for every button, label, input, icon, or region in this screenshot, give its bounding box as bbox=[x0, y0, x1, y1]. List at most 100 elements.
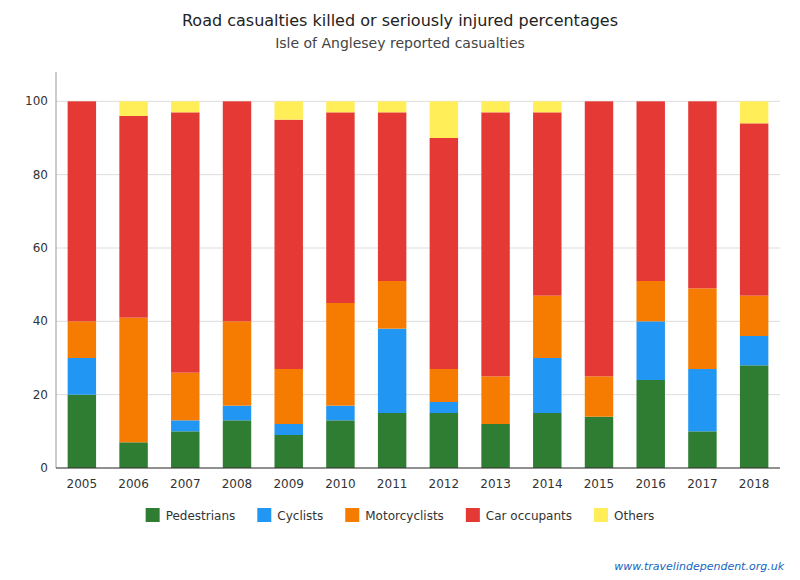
bar-segment bbox=[171, 101, 199, 112]
bar-segment bbox=[326, 101, 354, 112]
bar-segment bbox=[171, 431, 199, 468]
bar-segment bbox=[688, 369, 716, 431]
bar-segment bbox=[119, 442, 147, 468]
x-axis-line bbox=[56, 468, 780, 469]
y-tick-label: 80 bbox=[33, 168, 48, 182]
bar-segment bbox=[378, 281, 406, 329]
bar-segment bbox=[688, 101, 716, 288]
legend-label: Pedestrians bbox=[166, 509, 236, 523]
bar-segment bbox=[585, 101, 613, 102]
bar-segment bbox=[171, 420, 199, 431]
legend-swatch bbox=[466, 508, 480, 522]
legend-swatch bbox=[345, 508, 359, 522]
bar-segment bbox=[533, 101, 561, 112]
legend-label: Others bbox=[614, 509, 654, 523]
x-tick-label: 2015 bbox=[584, 477, 615, 491]
bar-segment bbox=[119, 318, 147, 443]
legend-item: Motorcyclists bbox=[345, 508, 444, 523]
bar-segment bbox=[119, 101, 147, 116]
legend-item: Pedestrians bbox=[146, 508, 236, 523]
bar-segment bbox=[636, 321, 664, 380]
x-tick-label: 2009 bbox=[273, 477, 304, 491]
legend-item: Cyclists bbox=[257, 508, 323, 523]
bar-segment bbox=[430, 138, 458, 369]
bar-segment bbox=[326, 420, 354, 468]
x-tick-label: 2018 bbox=[739, 477, 770, 491]
bar-segment bbox=[326, 406, 354, 421]
bar-segment bbox=[430, 101, 458, 138]
bar-segment bbox=[533, 358, 561, 413]
subtitle: Isle of Anglesey reported casualties bbox=[275, 35, 525, 51]
bar-segment bbox=[585, 376, 613, 416]
bar-segment bbox=[171, 373, 199, 421]
legend-item: Others bbox=[594, 508, 654, 523]
bar-segment bbox=[533, 112, 561, 295]
chart: Road casualties killed or seriously inju… bbox=[0, 0, 800, 580]
x-tick-label: 2005 bbox=[67, 477, 98, 491]
bar-segment bbox=[378, 112, 406, 281]
legend-label: Cyclists bbox=[277, 509, 323, 523]
x-tick-label: 2013 bbox=[480, 477, 511, 491]
bars bbox=[68, 101, 769, 468]
series bbox=[119, 101, 768, 138]
bar-segment bbox=[688, 101, 716, 102]
bar-segment bbox=[533, 413, 561, 468]
bar-segment bbox=[740, 101, 768, 123]
bar-segment bbox=[68, 321, 96, 358]
y-tick-label: 100 bbox=[25, 94, 48, 108]
bar-segment bbox=[223, 101, 251, 102]
bar-segment bbox=[378, 413, 406, 468]
x-tick-label: 2017 bbox=[687, 477, 718, 491]
grid-line bbox=[56, 101, 780, 102]
bar-segment bbox=[68, 101, 96, 102]
legend: PedestriansCyclistsMotorcyclistsCar occu… bbox=[146, 508, 655, 523]
bar-segment bbox=[688, 431, 716, 468]
bar-segment bbox=[378, 101, 406, 112]
grid bbox=[56, 101, 780, 468]
y-tick-label: 40 bbox=[33, 314, 48, 328]
y-tick-label: 0 bbox=[40, 461, 48, 475]
x-tick-label: 2007 bbox=[170, 477, 201, 491]
grid-line bbox=[56, 394, 780, 395]
bar-segment bbox=[430, 413, 458, 468]
bar-segment bbox=[223, 101, 251, 321]
bar-segment bbox=[274, 120, 302, 369]
background bbox=[0, 0, 800, 580]
annotation: www.travelindependent.org.uk bbox=[614, 560, 784, 573]
bar-segment bbox=[119, 116, 147, 318]
bar-segment bbox=[740, 336, 768, 365]
y-tick-label: 60 bbox=[33, 241, 48, 255]
bar-segment bbox=[68, 101, 96, 321]
bar-segment bbox=[274, 424, 302, 435]
bar-segment bbox=[481, 376, 509, 424]
x-tick-label: 2014 bbox=[532, 477, 563, 491]
bar-segment bbox=[481, 101, 509, 112]
bar-segment bbox=[223, 406, 251, 421]
grid-line bbox=[56, 321, 780, 322]
x-tick-label: 2010 bbox=[325, 477, 356, 491]
bar-segment bbox=[740, 365, 768, 468]
bar-segment bbox=[740, 123, 768, 295]
legend-swatch bbox=[594, 508, 608, 522]
bar-segment bbox=[585, 417, 613, 468]
bar-segment bbox=[223, 321, 251, 405]
bar-segment bbox=[636, 101, 664, 281]
x-tick-label: 2011 bbox=[377, 477, 408, 491]
bar-segment bbox=[585, 101, 613, 376]
bar-segment bbox=[688, 288, 716, 369]
legend-swatch bbox=[146, 508, 160, 522]
bar-segment bbox=[171, 112, 199, 372]
bar-segment bbox=[274, 435, 302, 468]
bar-segment bbox=[223, 420, 251, 468]
y-tick-label: 20 bbox=[33, 388, 48, 402]
bar-segment bbox=[636, 380, 664, 468]
legend-label: Motorcyclists bbox=[365, 509, 444, 523]
bar-segment bbox=[430, 369, 458, 402]
title: Road casualties killed or seriously inju… bbox=[182, 11, 618, 30]
series bbox=[68, 101, 769, 376]
x-tick-label: 2016 bbox=[635, 477, 666, 491]
bar-segment bbox=[274, 101, 302, 119]
bar-segment bbox=[68, 358, 96, 395]
x-tick-label: 2008 bbox=[222, 477, 253, 491]
bar-segment bbox=[68, 395, 96, 468]
